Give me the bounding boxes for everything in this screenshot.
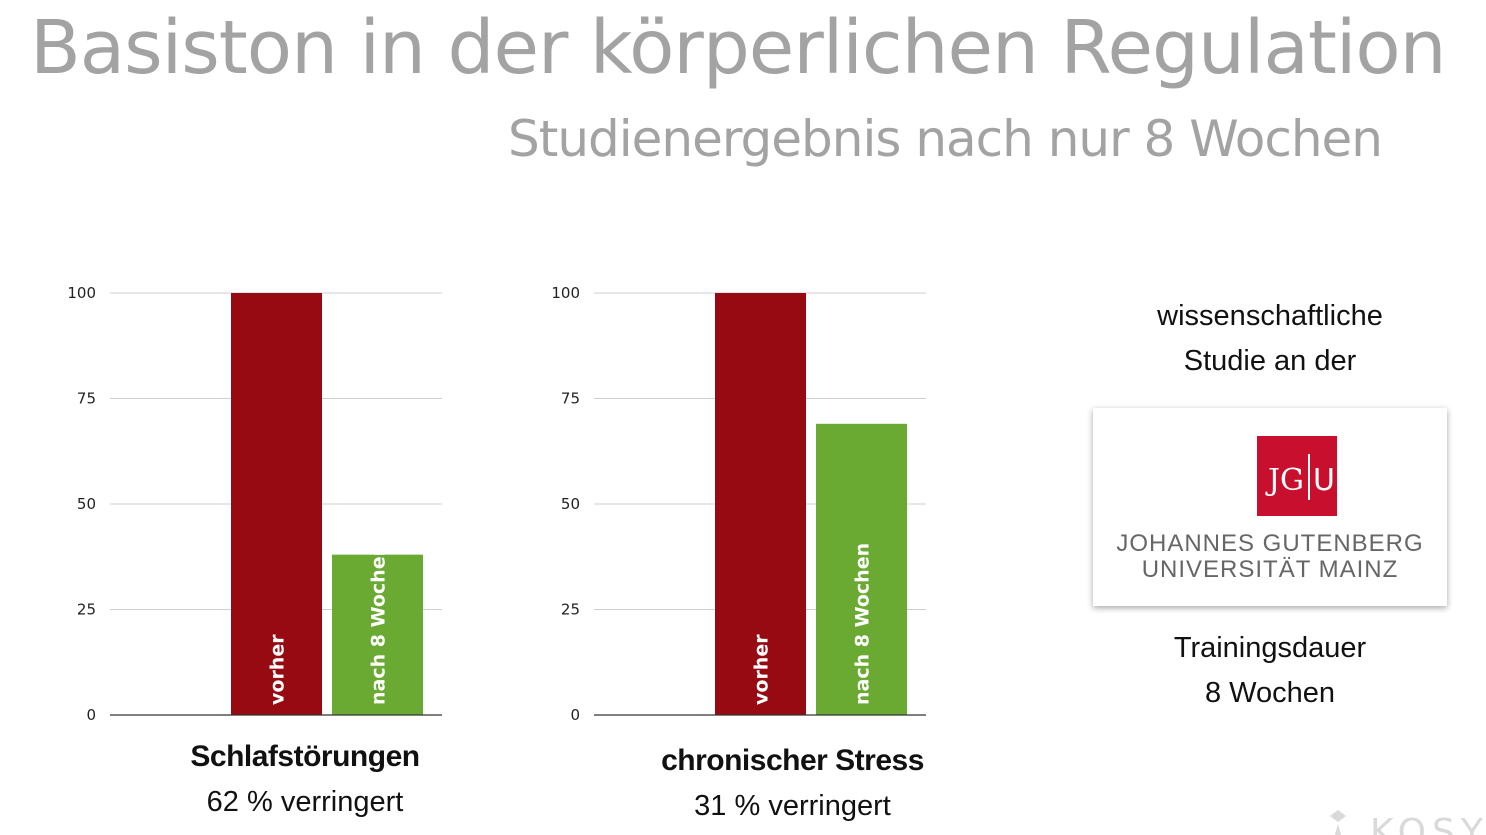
logo-mark-jg: JG bbox=[1265, 463, 1304, 498]
university-name-line: UNIVERSITÄT MAINZ bbox=[1141, 556, 1399, 583]
bar bbox=[715, 293, 806, 715]
y-tick-label: 0 bbox=[86, 706, 96, 724]
logo-mark-u: U bbox=[1313, 463, 1335, 498]
bar-label: nach 8 Wochen bbox=[368, 543, 390, 705]
study-info-line: Studie an der bbox=[1183, 345, 1357, 377]
y-tick-label: 50 bbox=[561, 495, 580, 513]
page-subtitle: Studienergebnis nach nur 8 Wochen bbox=[508, 110, 1383, 168]
university-name-line: JOHANNES GUTENBERG bbox=[1116, 530, 1424, 557]
y-tick-label: 100 bbox=[67, 284, 96, 302]
training-duration-line: Trainingsdauer bbox=[1173, 632, 1367, 664]
chart-result-note: 62 % verringert bbox=[206, 786, 404, 818]
y-tick-label: 75 bbox=[561, 390, 580, 408]
training-duration-line: 8 Wochen bbox=[1204, 677, 1336, 709]
brand-watermark: KOSY bbox=[1318, 808, 1486, 835]
page-title: Basiston in der körperlichen Regulation bbox=[30, 5, 1447, 91]
study-info-line: wissenschaftliche bbox=[1157, 300, 1383, 332]
watermark-text: KOSY bbox=[1370, 812, 1486, 835]
university-logo: JG U JOHANNES GUTENBERG UNIVERSITÄT MAIN… bbox=[1093, 408, 1447, 606]
y-tick-label: 25 bbox=[77, 601, 96, 619]
y-tick-label: 75 bbox=[77, 390, 96, 408]
chart-result-note: 31 % verringert bbox=[694, 790, 891, 822]
training-duration-text: Trainingsdauer 8 Wochen bbox=[1110, 626, 1430, 716]
bar-chart-chronischer-stress: 0 25 50 75 100 vorher nach 8 Wochen bbox=[551, 284, 926, 724]
university-logo-mark: JG U bbox=[1257, 436, 1337, 516]
y-tick-label: 0 bbox=[570, 706, 580, 724]
study-info-text: wissenschaftliche Studie an der bbox=[1110, 294, 1430, 384]
chart-title: chronischer Stress bbox=[661, 744, 924, 777]
bar bbox=[231, 293, 322, 715]
bar-label: nach 8 Wochen bbox=[852, 543, 874, 705]
bar-label: vorher bbox=[267, 634, 289, 705]
bar bbox=[332, 554, 423, 715]
y-tick-label: 100 bbox=[551, 284, 580, 302]
y-tick-label: 25 bbox=[561, 601, 580, 619]
y-tick-label: 50 bbox=[77, 495, 96, 513]
bar-chart-schlafstoerungen: 0 25 50 75 100 vorher nach 8 Wochen bbox=[67, 284, 442, 724]
bar bbox=[816, 423, 907, 715]
chart-title: Schlafstörungen bbox=[190, 740, 420, 773]
bar-label: vorher bbox=[751, 634, 773, 705]
